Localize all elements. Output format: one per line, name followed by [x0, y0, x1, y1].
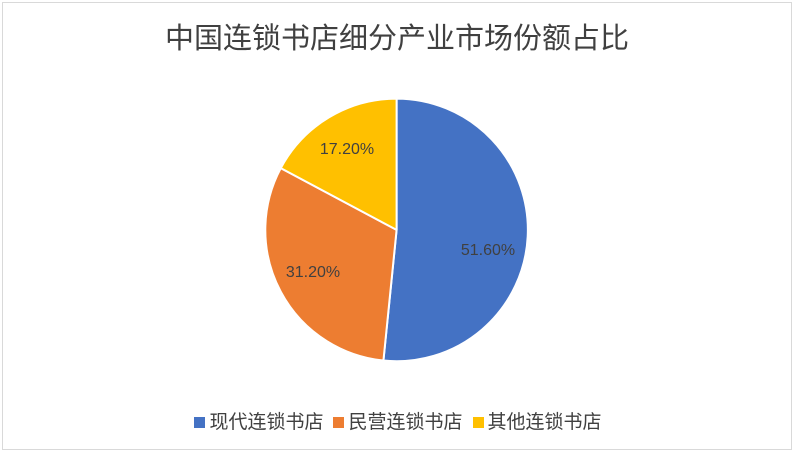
svg-text:17.20%: 17.20% [320, 141, 374, 158]
svg-text:31.20%: 31.20% [286, 264, 340, 281]
svg-text:51.60%: 51.60% [461, 242, 515, 259]
